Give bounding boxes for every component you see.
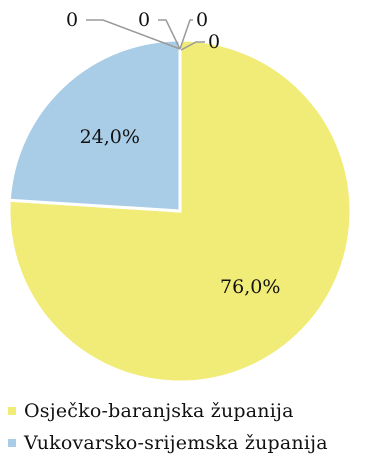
legend-item-osijek: Osječko-baranjska županija: [8, 395, 328, 427]
zero-label-4: 0: [196, 9, 208, 31]
zero-label-5: 0: [208, 31, 220, 53]
legend-item-vukovar: Vukovarsko-srijemska županija: [8, 427, 328, 459]
zero-leader-line-2: [86, 19, 181, 50]
zero-leader-line-3: [158, 19, 181, 50]
legend-swatch-vukovar: [8, 439, 16, 447]
legend-swatch-osijek: [8, 407, 16, 415]
pie-slice-1: [7, 38, 182, 213]
pie-slice-0: [7, 38, 353, 384]
zero-label-2: 0: [66, 9, 78, 31]
legend-label-vukovar: Vukovarsko-srijemska županija: [24, 432, 328, 454]
slice-label-0: 76,0%: [220, 276, 280, 298]
legend-label-osijek: Osječko-baranjska županija: [24, 400, 294, 422]
zero-leader-line-5: [180, 41, 205, 51]
zero-leader-line-4: [179, 19, 193, 50]
slice-label-1: 24,0%: [80, 126, 140, 148]
zero-label-3: 0: [138, 9, 150, 31]
pie-chart: 76,0%24,0%0 0 00: [7, 9, 353, 384]
legend: Osječko-baranjska županija Vukovarsko-sr…: [8, 395, 328, 459]
